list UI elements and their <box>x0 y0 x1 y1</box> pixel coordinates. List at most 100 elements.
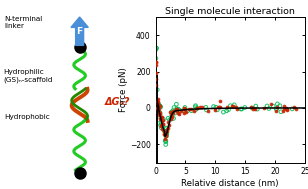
Point <box>168 118 173 121</box>
Point <box>157 104 162 107</box>
Point <box>255 108 260 111</box>
Point <box>159 126 164 129</box>
Point <box>182 108 187 111</box>
Point <box>278 110 283 113</box>
Point <box>249 105 254 108</box>
Point <box>215 106 220 109</box>
Point <box>167 123 172 126</box>
Point <box>294 108 299 111</box>
Point <box>174 108 179 111</box>
Point <box>166 120 171 123</box>
Point <box>159 116 164 119</box>
Point <box>158 117 163 120</box>
Point <box>163 133 168 136</box>
FancyArrow shape <box>71 17 88 45</box>
Point <box>170 112 175 115</box>
Point <box>174 107 179 110</box>
Point <box>268 102 273 105</box>
Point <box>160 127 165 130</box>
Point <box>159 124 164 127</box>
Point <box>158 105 163 108</box>
Point <box>171 112 176 115</box>
Point <box>274 108 279 111</box>
Point <box>155 110 160 113</box>
Point <box>278 104 282 107</box>
Point <box>193 104 198 107</box>
Point <box>171 110 176 113</box>
Point <box>154 61 159 64</box>
Point <box>177 112 182 115</box>
Point <box>164 126 169 129</box>
Point <box>195 107 200 110</box>
Point <box>163 135 168 138</box>
Point <box>230 105 235 108</box>
Point <box>157 111 162 114</box>
Point <box>154 71 159 74</box>
Point <box>204 108 209 112</box>
Point <box>160 120 165 123</box>
Point <box>182 108 187 111</box>
Point <box>253 105 258 108</box>
Point <box>166 126 171 129</box>
Point <box>155 105 160 108</box>
Point <box>153 77 158 81</box>
Point <box>284 106 289 109</box>
Point <box>163 143 168 146</box>
Point <box>162 129 167 132</box>
Point <box>242 106 247 109</box>
Point <box>239 107 244 110</box>
Point <box>153 57 158 60</box>
Point <box>155 101 160 104</box>
Point <box>167 111 172 114</box>
Point <box>164 134 169 137</box>
Point <box>161 129 166 132</box>
Text: Hydrophobic: Hydrophobic <box>4 114 50 120</box>
Point <box>226 108 231 111</box>
Point <box>206 110 211 113</box>
Point <box>250 107 255 110</box>
Point <box>155 102 160 105</box>
Point <box>183 110 188 113</box>
Point <box>166 117 171 120</box>
Point <box>163 135 168 138</box>
Point <box>159 115 164 118</box>
Point <box>170 109 175 112</box>
Point <box>160 125 165 128</box>
Point <box>163 139 168 142</box>
Point <box>154 46 159 50</box>
X-axis label: Relative distance (nm): Relative distance (nm) <box>181 179 279 188</box>
Point <box>274 105 279 108</box>
Point <box>194 107 199 110</box>
Point <box>181 111 186 114</box>
Point <box>156 108 161 111</box>
Point <box>157 111 162 114</box>
Point <box>154 84 159 87</box>
Point <box>228 104 233 107</box>
Point <box>160 123 165 126</box>
Point <box>157 105 162 108</box>
Point <box>191 110 196 113</box>
Text: ΔG₀?: ΔG₀? <box>104 97 130 107</box>
Point <box>292 105 297 108</box>
Text: F: F <box>77 27 83 36</box>
Point <box>250 108 255 111</box>
Point <box>162 138 167 141</box>
Point <box>193 105 198 108</box>
Point <box>168 114 173 117</box>
Point <box>238 108 243 111</box>
Point <box>230 105 235 108</box>
Point <box>156 101 161 104</box>
Point <box>186 108 191 111</box>
Point <box>164 133 169 136</box>
Point <box>171 110 176 113</box>
Point <box>290 107 294 110</box>
Point <box>169 111 174 114</box>
Point <box>153 64 158 67</box>
Point <box>232 103 237 106</box>
Point <box>159 122 164 125</box>
Point <box>159 115 164 118</box>
Point <box>175 109 180 112</box>
Point <box>211 105 216 108</box>
Point <box>250 106 255 109</box>
Point <box>199 105 204 108</box>
